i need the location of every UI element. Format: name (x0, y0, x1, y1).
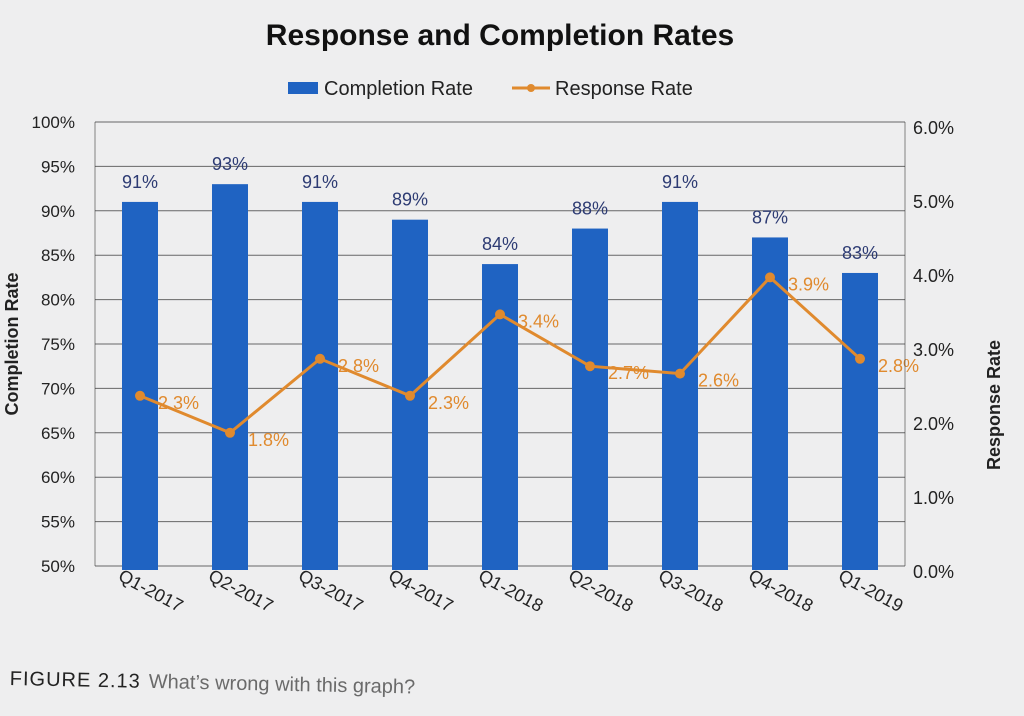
response-value-label: 2.6% (698, 371, 739, 391)
response-point (765, 272, 775, 283)
response-value-label: 2.3% (158, 393, 199, 413)
response-value-label: 2.8% (878, 356, 919, 376)
response-value-label: 1.8% (248, 430, 289, 450)
response-point (855, 353, 865, 364)
x-tick-label: Q4-2018 (745, 565, 816, 616)
y2-tick-label: 1.0% (913, 488, 954, 508)
y2-tick-label: 3.0% (913, 340, 954, 360)
y-tick-label: 85% (41, 246, 75, 265)
y-tick-label: 70% (41, 379, 75, 398)
completion-bar (662, 201, 698, 571)
completion-bar (572, 228, 608, 570)
response-point (405, 390, 415, 401)
figure-text: What’s wrong with this graph? (148, 670, 416, 699)
response-line (135, 272, 865, 438)
completion-value-label: 84% (482, 234, 518, 254)
x-tick-label: Q1-2018 (475, 565, 546, 616)
completion-value-label: 87% (752, 207, 788, 227)
completion-bar (122, 201, 158, 571)
y-tick-label: 55% (41, 513, 75, 532)
completion-value-label: 93% (212, 154, 248, 174)
response-value-label: 2.3% (428, 393, 469, 413)
completion-bar (842, 272, 878, 570)
legend: Completion Rate Response Rate (288, 78, 693, 100)
completion-bar (752, 237, 788, 570)
completion-value-label: 91% (302, 172, 338, 192)
response-value-label: 3.4% (518, 311, 559, 331)
data-labels: 91% 93% 91% 89% 84% 88% 91% 87% 83% 2.3% 1.8% 2.8% 2… (122, 154, 919, 450)
response-value-label: 2.8% (338, 356, 379, 376)
completion-value-label: 91% (122, 172, 158, 192)
x-tick-label: Q1-2019 (835, 565, 906, 616)
y2-tick-label: 4.0% (913, 266, 954, 286)
y-axis-title: Completion Rate (2, 272, 22, 415)
y2-tick-label: 2.0% (913, 414, 954, 434)
y2-axis-title: Response Rate (984, 340, 1004, 470)
y-tick-label: 90% (41, 202, 75, 221)
response-point (585, 361, 595, 372)
x-tick-label: Q3-2017 (295, 565, 366, 616)
legend-label-response: Response Rate (555, 78, 693, 100)
y-tick-label: 100% (32, 113, 75, 132)
y-tick-label: 65% (41, 424, 75, 443)
response-value-label: 3.9% (788, 274, 829, 294)
completion-value-label: 91% (662, 172, 698, 192)
response-point (675, 368, 685, 379)
completion-value-label: 88% (572, 199, 608, 219)
x-tick-label: Q2-2018 (565, 565, 636, 616)
legend-swatch-completion (288, 82, 318, 94)
response-point (135, 390, 145, 401)
legend-marker-response (527, 84, 535, 92)
figure-label: FIGURE 2.13 (9, 668, 142, 693)
response-point (495, 309, 505, 320)
y-tick-label: 75% (41, 335, 75, 354)
response-value-label: 2.7% (608, 363, 649, 383)
y2-tick-label: 0.0% (913, 562, 954, 582)
response-point (315, 353, 325, 364)
x-tick-label: Q2-2017 (205, 565, 276, 616)
x-tick-label: Q4-2017 (385, 565, 456, 616)
y2-tick-label: 5.0% (913, 192, 954, 212)
bars (122, 184, 878, 571)
completion-bar (212, 184, 248, 570)
x-tick-label: Q3-2018 (655, 565, 726, 616)
y-tick-label: 50% (41, 557, 75, 576)
response-point (225, 427, 235, 438)
chart-title: Response and Completion Rates (266, 19, 734, 52)
y-tick-label: 60% (41, 468, 75, 487)
legend-label-completion: Completion Rate (324, 78, 473, 100)
y-tick-label: 95% (41, 157, 75, 176)
completion-value-label: 89% (392, 190, 428, 210)
y-tick-label: 80% (41, 291, 75, 310)
y2-tick-label: 6.0% (913, 118, 954, 138)
completion-value-label: 83% (842, 243, 878, 263)
x-tick-label: Q1-2017 (115, 565, 186, 616)
completion-bar (302, 201, 338, 571)
